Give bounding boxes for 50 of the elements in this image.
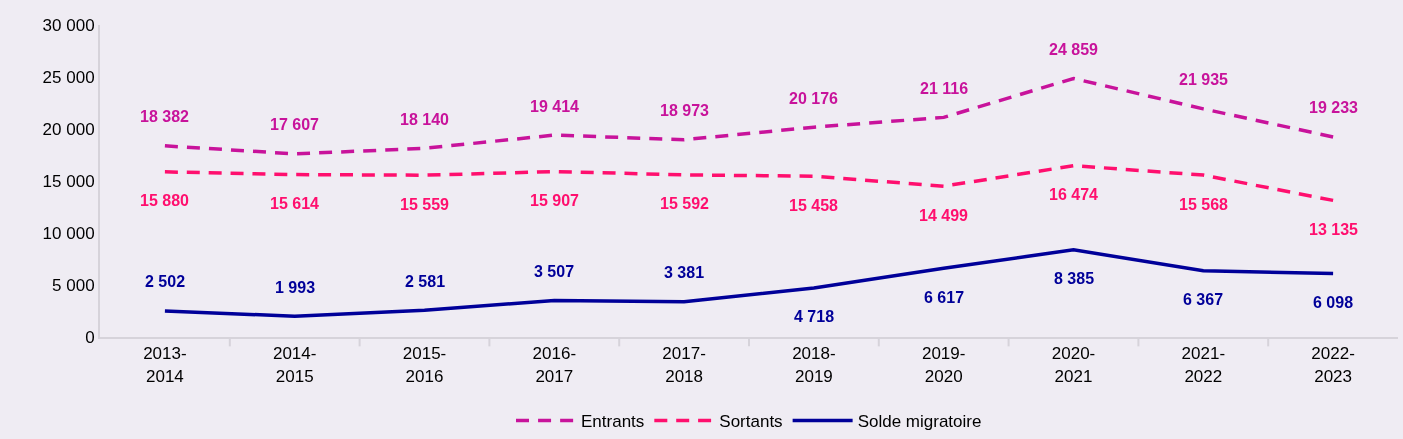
- data-label: 15 907: [530, 192, 580, 209]
- data-label: 2 581: [405, 273, 446, 290]
- data-label: 15 880: [140, 192, 190, 209]
- data-label: 1 993: [275, 279, 316, 296]
- x-tick-label: 2022- 2023: [1311, 344, 1355, 386]
- data-label: 24 859: [1049, 41, 1099, 58]
- data-label: 19 414: [530, 98, 580, 115]
- data-label: 16 474: [1049, 186, 1099, 203]
- y-tick-label: 15 000: [42, 171, 95, 191]
- data-label: 6 617: [924, 289, 965, 306]
- data-label: 17 607: [270, 116, 320, 133]
- data-label: 18 973: [660, 102, 710, 119]
- legend-label: Solde migratoire: [857, 412, 982, 432]
- y-tick-label: 0: [85, 327, 95, 347]
- data-label: 21 116: [920, 80, 969, 97]
- x-tick-label: 2020- 2021: [1051, 344, 1096, 386]
- y-tick-label: 30 000: [42, 15, 95, 35]
- data-label: 13 135: [1309, 221, 1359, 238]
- data-label: 4 718: [794, 308, 835, 325]
- data-label: 8 385: [1054, 270, 1095, 287]
- data-label: 19 233: [1309, 99, 1359, 116]
- data-label: 20 176: [789, 90, 839, 107]
- x-tick-label: 2019- 2020: [921, 344, 966, 386]
- data-label: 3 381: [664, 264, 705, 281]
- data-label: 14 499: [919, 207, 969, 224]
- x-tick-label: 2018- 2019: [792, 344, 836, 386]
- legend-label: Entrants: [581, 412, 645, 432]
- data-label: 15 592: [660, 195, 710, 212]
- data-label: 6 098: [1313, 294, 1354, 311]
- x-tick-label: 2016- 2017: [532, 344, 577, 386]
- y-tick-label: 25 000: [42, 67, 95, 87]
- legend-label: Sortants: [719, 412, 783, 432]
- data-label: 6 367: [1183, 291, 1224, 308]
- data-label: 21 935: [1179, 71, 1229, 88]
- x-tick-label: 2015- 2016: [402, 344, 447, 386]
- x-tick-label: 2021- 2022: [1181, 344, 1226, 386]
- x-tick-label: 2017- 2018: [662, 344, 706, 386]
- data-label: 15 458: [789, 197, 839, 214]
- y-tick-label: 20 000: [42, 119, 95, 139]
- data-label: 15 568: [1179, 196, 1229, 213]
- data-label: 18 140: [400, 111, 450, 128]
- y-tick-label: 5 000: [52, 275, 95, 295]
- data-label: 15 559: [400, 196, 450, 213]
- data-label: 15 614: [270, 195, 320, 212]
- data-label: 2 502: [145, 273, 186, 290]
- y-tick-label: 10 000: [42, 223, 95, 243]
- x-tick-label: 2014- 2015: [272, 344, 317, 386]
- data-label: 18 382: [140, 108, 190, 125]
- data-label: 3 507: [534, 263, 575, 280]
- x-tick-label: 2013- 2014: [143, 344, 187, 386]
